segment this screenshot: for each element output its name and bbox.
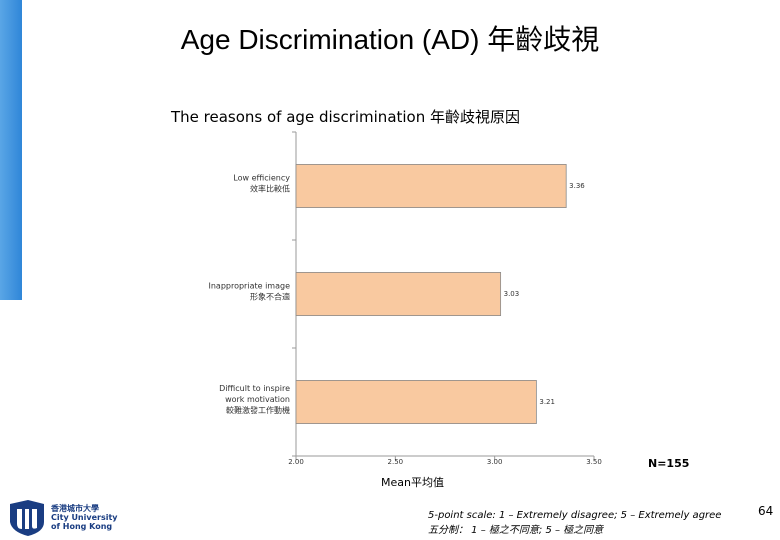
category-label: Inappropriate image	[208, 282, 290, 291]
bar	[295, 379, 537, 424]
cityu-logo-icon	[10, 500, 44, 536]
logo-line-2: City University	[51, 513, 118, 522]
scale-note-english: 5-point scale: 1 – Extremely disagree; 5…	[428, 510, 722, 521]
bar-value-label: 3.21	[539, 398, 555, 406]
cityu-logo: 香港城市大學 City University of Hong Kong	[8, 500, 128, 536]
page-number: 64	[758, 504, 774, 518]
x-tick-label: 2.50	[388, 458, 404, 466]
category-label: 效率比較低	[250, 184, 290, 194]
x-tick-label: 2.00	[288, 458, 304, 466]
x-tick-label: 3.50	[586, 458, 602, 466]
category-label: 形象不合適	[250, 292, 290, 302]
logo-line-1: 香港城市大學	[51, 504, 99, 513]
bar	[295, 271, 502, 316]
bar-value-label: 3.36	[569, 182, 585, 190]
category-label: Low efficiency	[233, 174, 290, 183]
bar	[295, 163, 567, 208]
bar-value-label: 3.03	[504, 290, 520, 298]
scale-note: 5-point scale: 1 – Extremely disagree; 5…	[428, 508, 721, 538]
sample-size-label: N=155	[648, 457, 690, 470]
category-label: Difficult to inspire	[219, 384, 290, 393]
slide-accent-bar	[0, 0, 22, 300]
x-axis-title: Mean平均值	[381, 476, 444, 489]
x-tick-label: 3.00	[487, 458, 503, 466]
cityu-logo-text: 香港城市大學 City University of Hong Kong	[51, 504, 118, 531]
category-label: 較難激發工作動機	[226, 405, 290, 415]
logo-line-3: of Hong Kong	[51, 522, 113, 531]
chart-title: The reasons of age discrimination 年齡歧視原因	[171, 108, 521, 126]
category-label: work motivation	[225, 395, 290, 404]
page-title: Age Discrimination (AD) 年齡歧視	[180, 24, 600, 55]
scale-note-chinese: 五分制： 1 – 極之不同意; 5 – 極之同意	[428, 525, 604, 536]
